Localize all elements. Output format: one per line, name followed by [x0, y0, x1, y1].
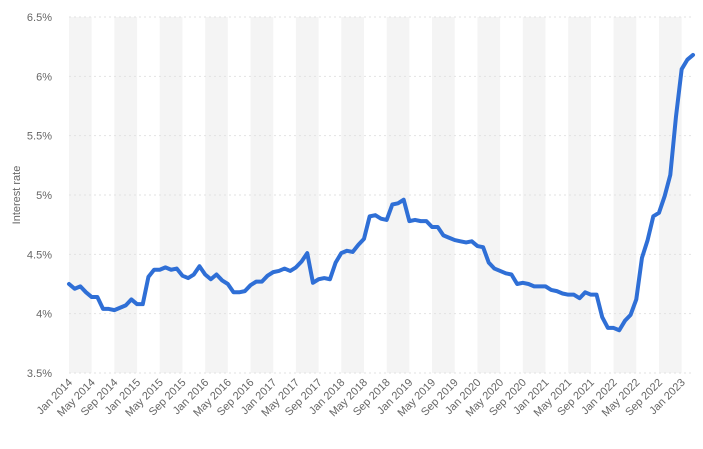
y-tick-label: 6%	[36, 71, 52, 83]
background-band	[341, 17, 364, 373]
y-tick-label: 4%	[36, 309, 52, 321]
background-band	[477, 17, 501, 373]
y-tick-label: 5.5%	[27, 131, 52, 143]
background-band	[205, 17, 228, 373]
y-tick-label: 6.5%	[27, 12, 52, 24]
background-band	[159, 17, 183, 373]
horizontal-gridlines	[69, 16, 693, 374]
series-line	[67, 52, 695, 333]
background-band	[250, 17, 274, 373]
y-tick-label: 5%	[36, 190, 52, 202]
y-tick-label: 3.5%	[27, 368, 52, 380]
y-axis-ticks: 3.5% 4% 4.5% 5% 5.5% 6% 6.5%	[27, 12, 52, 380]
background-band	[386, 17, 410, 373]
y-tick-label: 4.5%	[27, 249, 52, 261]
background-band	[432, 17, 455, 373]
y-axis-title: Interest rate	[11, 166, 23, 225]
